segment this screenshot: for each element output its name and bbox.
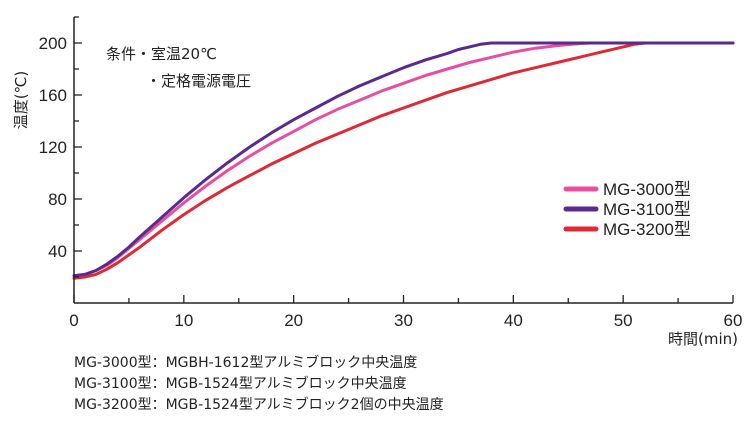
x-tick-label: 50	[614, 311, 633, 330]
footnotes: MG-3000型：MGBH-1612型アルミブロック中央温度 MG-3100型：…	[74, 353, 444, 416]
y-axis-title: 温度(℃)	[12, 71, 30, 130]
series-line-2	[72, 41, 735, 280]
x-tick-label: 0	[69, 311, 78, 330]
x-axis-title: 時間(min)	[668, 330, 738, 348]
x-tick-label: 40	[504, 311, 523, 330]
footnote-mg3200: MG-3200型：MGB-1524型アルミブロック2個の中央温度	[74, 397, 444, 413]
legend-label-2: MG-3200型	[603, 220, 691, 239]
y-tick-label: 160	[39, 86, 67, 105]
legend-label-1: MG-3100型	[603, 200, 691, 219]
x-tick-label: 60	[724, 311, 743, 330]
x-tick-label: 30	[394, 311, 413, 330]
y-tick-label: 80	[48, 190, 67, 209]
x-tick-label: 10	[174, 311, 193, 330]
series-line-1	[72, 41, 735, 278]
footnote-mg3100: MG-3100型：MGB-1524型アルミブロック中央温度	[74, 376, 407, 392]
x-tick-label: 20	[284, 311, 303, 330]
y-tick-label: 200	[39, 34, 67, 53]
y-tick-label: 120	[39, 138, 67, 157]
legend-label-0: MG-3000型	[603, 180, 691, 199]
y-tick-label: 40	[48, 242, 67, 261]
ticks-layer	[73, 16, 734, 303]
series-layer	[72, 41, 735, 280]
annotation-condition: 条件・室温20℃	[106, 45, 217, 63]
labels-layer: 0 10 20 30 40 50 60 40 80 120 160 200	[39, 34, 743, 330]
footnote-mg3000: MG-3000型：MGBH-1612型アルミブロック中央温度	[74, 355, 418, 371]
annotation-voltage: ・定格電源電圧	[146, 72, 251, 90]
